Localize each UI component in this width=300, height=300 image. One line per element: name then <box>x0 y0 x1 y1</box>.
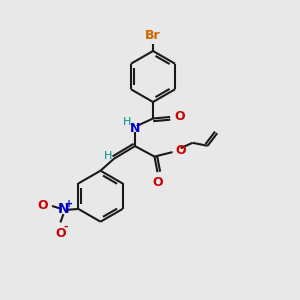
Text: -: - <box>64 222 68 232</box>
Text: O: O <box>174 110 184 124</box>
Text: N: N <box>130 122 140 135</box>
Text: +: + <box>65 199 74 209</box>
Text: O: O <box>176 144 186 157</box>
Text: O: O <box>55 227 66 240</box>
Text: N: N <box>58 202 70 216</box>
Text: H: H <box>104 151 112 161</box>
Text: Br: Br <box>145 29 161 42</box>
Text: O: O <box>153 176 164 189</box>
Text: O: O <box>37 199 47 212</box>
Text: H: H <box>123 117 131 127</box>
